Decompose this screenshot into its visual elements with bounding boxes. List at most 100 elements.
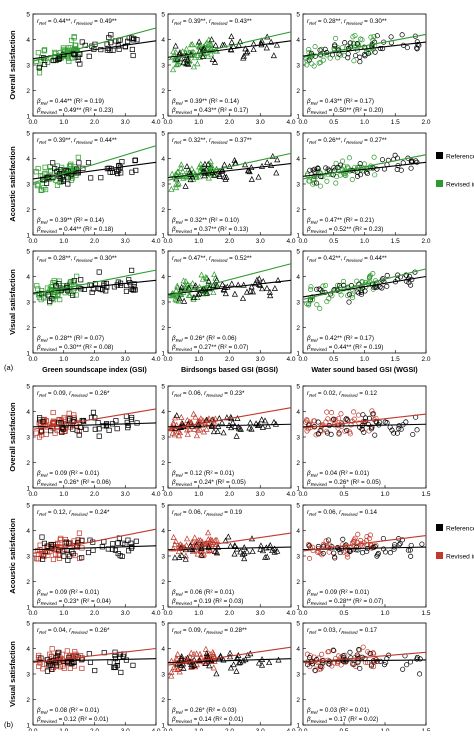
y-tick-label: 5 — [296, 11, 300, 18]
data-point — [124, 419, 130, 425]
plot-frame — [302, 250, 427, 354]
data-point — [371, 154, 377, 160]
data-point — [202, 41, 209, 48]
y-tick-label: 4 — [296, 646, 300, 653]
rev-subscript: Revised — [311, 229, 328, 234]
data-point — [123, 288, 129, 294]
data-point — [131, 284, 137, 290]
data-point — [56, 281, 62, 287]
data-point — [252, 420, 260, 427]
data-point — [168, 672, 175, 679]
x-tick-label: 1.0 — [194, 238, 203, 245]
ref-subscript: Ref — [41, 220, 49, 225]
beta-rev-annotation: βRevised = 0.44** (R² = 0.19) — [306, 344, 383, 352]
y-tick-label: 1 — [296, 604, 300, 611]
rev-subscript: Revised — [71, 512, 88, 517]
y-tick-label: 2 — [296, 88, 300, 95]
beta-symbol: β — [306, 98, 311, 105]
data-point — [107, 47, 113, 53]
beta-ref-value: = 0.39** (R² = 0.14) — [48, 217, 104, 224]
data-point — [174, 168, 181, 175]
x-tick-label: 1.0 — [194, 610, 203, 617]
data-point — [187, 176, 194, 183]
data-point — [190, 410, 197, 417]
data-point — [125, 425, 131, 431]
data-point — [329, 293, 335, 299]
data-point — [55, 649, 61, 655]
data-point — [50, 556, 56, 563]
data-point — [178, 164, 185, 171]
data-point — [372, 543, 378, 550]
data-point — [205, 277, 212, 284]
data-point — [198, 541, 205, 548]
data-point — [201, 45, 208, 52]
correlation-annotation: rRef = 0.02, rRevised = 0.12 — [307, 390, 377, 398]
y-tick-label: 1 — [296, 350, 300, 357]
data-point — [273, 41, 281, 48]
data-point — [40, 419, 46, 425]
r-ref-value: = 0.02, — [316, 390, 339, 397]
x-tick-label: 4.0 — [286, 356, 295, 363]
data-point — [169, 429, 176, 436]
data-point — [183, 45, 190, 52]
y-tick-label: 2 — [26, 579, 30, 586]
y-tick-label: 1 — [26, 722, 30, 729]
data-point — [255, 659, 263, 666]
data-point — [41, 540, 48, 546]
data-point — [118, 669, 124, 675]
data-point — [66, 540, 72, 546]
r-symbol: r — [307, 509, 310, 516]
data-point — [361, 429, 367, 435]
correlation-annotation: rRef = 0.06, rRevised = 0.14 — [307, 509, 377, 517]
data-point — [202, 659, 209, 666]
data-point — [183, 60, 191, 66]
data-point — [174, 284, 181, 291]
data-point — [208, 50, 215, 57]
revised-regression-line — [32, 145, 157, 184]
data-point — [66, 47, 72, 53]
data-point — [375, 550, 381, 557]
beta-ref-value: = 0.32** (R² = 0.10) — [183, 217, 239, 224]
y-tick-label: 4 — [161, 37, 165, 44]
r-rev-value: = 0.17 — [358, 627, 378, 634]
rev-subscript: Revised — [346, 258, 363, 263]
y-tick-label: 1 — [296, 722, 300, 729]
beta-symbol: β — [171, 707, 176, 714]
rev-subscript: Revised — [41, 229, 58, 234]
y-tick-label: 3 — [296, 434, 300, 441]
x-tick-label: 4.0 — [286, 491, 295, 498]
data-point — [50, 58, 56, 64]
beta-rev-annotation: βRevised = 0.52** (R² = 0.23) — [306, 226, 383, 234]
y-tick-label: 4 — [296, 528, 300, 535]
data-point — [222, 290, 229, 297]
data-point — [414, 427, 420, 433]
beta-symbol: β — [36, 470, 41, 477]
legend-label-b-0: Reference index — [446, 526, 474, 533]
data-point — [360, 644, 366, 650]
data-point — [177, 544, 185, 551]
data-point — [69, 658, 75, 665]
data-point — [310, 167, 316, 173]
data-point — [68, 278, 74, 285]
data-point — [367, 273, 373, 279]
beta-ref-value: = 0.03 (R² = 0.01) — [318, 707, 369, 714]
data-point — [350, 34, 356, 40]
r-symbol: r — [37, 509, 40, 516]
y-tick-label: 3 — [296, 671, 300, 678]
data-point — [387, 550, 393, 556]
data-point — [233, 667, 240, 674]
y-tick-label: 4 — [161, 409, 165, 416]
revised-regression-line — [302, 413, 427, 429]
data-point — [48, 284, 54, 290]
data-point — [131, 281, 137, 287]
data-point — [178, 661, 185, 668]
data-point — [194, 51, 201, 58]
data-point — [312, 169, 318, 175]
r-symbol: r — [209, 137, 212, 144]
data-point — [399, 32, 405, 38]
panel-label-b: (b) — [4, 720, 14, 729]
y-tick-label: 3 — [26, 299, 30, 306]
data-point — [367, 532, 373, 538]
